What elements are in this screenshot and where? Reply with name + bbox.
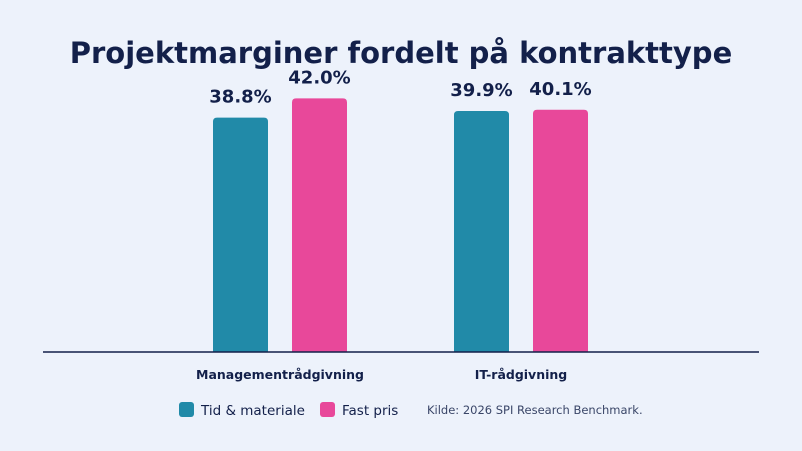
legend-label-2: Fast pris: [342, 403, 398, 419]
legend: Tid & materiale Fast pris: [179, 402, 398, 419]
legend-swatch-2: [320, 402, 335, 417]
category-label-1: Managementrådgivning: [196, 367, 364, 382]
bar-1-2: [292, 98, 347, 352]
legend-swatch-1: [179, 402, 194, 417]
chart-title: Projektmarginer fordelt på kontrakttype: [70, 36, 732, 70]
value-label-1-2: 42.0%: [288, 67, 350, 88]
bar-2-2: [533, 109, 588, 353]
category-label-2: IT-rådgivning: [475, 367, 568, 382]
value-label-1-1: 38.8%: [209, 87, 271, 108]
legend-label-1: Tid & materiale: [200, 403, 305, 419]
value-labels: 38.8% 42.0% 39.9% 40.1%: [209, 67, 591, 107]
value-label-2-2: 40.1%: [529, 79, 591, 100]
bars: [213, 98, 588, 353]
bar-2-1: [454, 111, 509, 352]
category-labels: Managementrådgivning IT-rådgivning: [196, 367, 567, 382]
source-note: Kilde: 2026 SPI Research Benchmark.: [427, 403, 643, 417]
bar-1-1: [213, 117, 268, 352]
value-label-2-1: 39.9%: [450, 80, 512, 101]
